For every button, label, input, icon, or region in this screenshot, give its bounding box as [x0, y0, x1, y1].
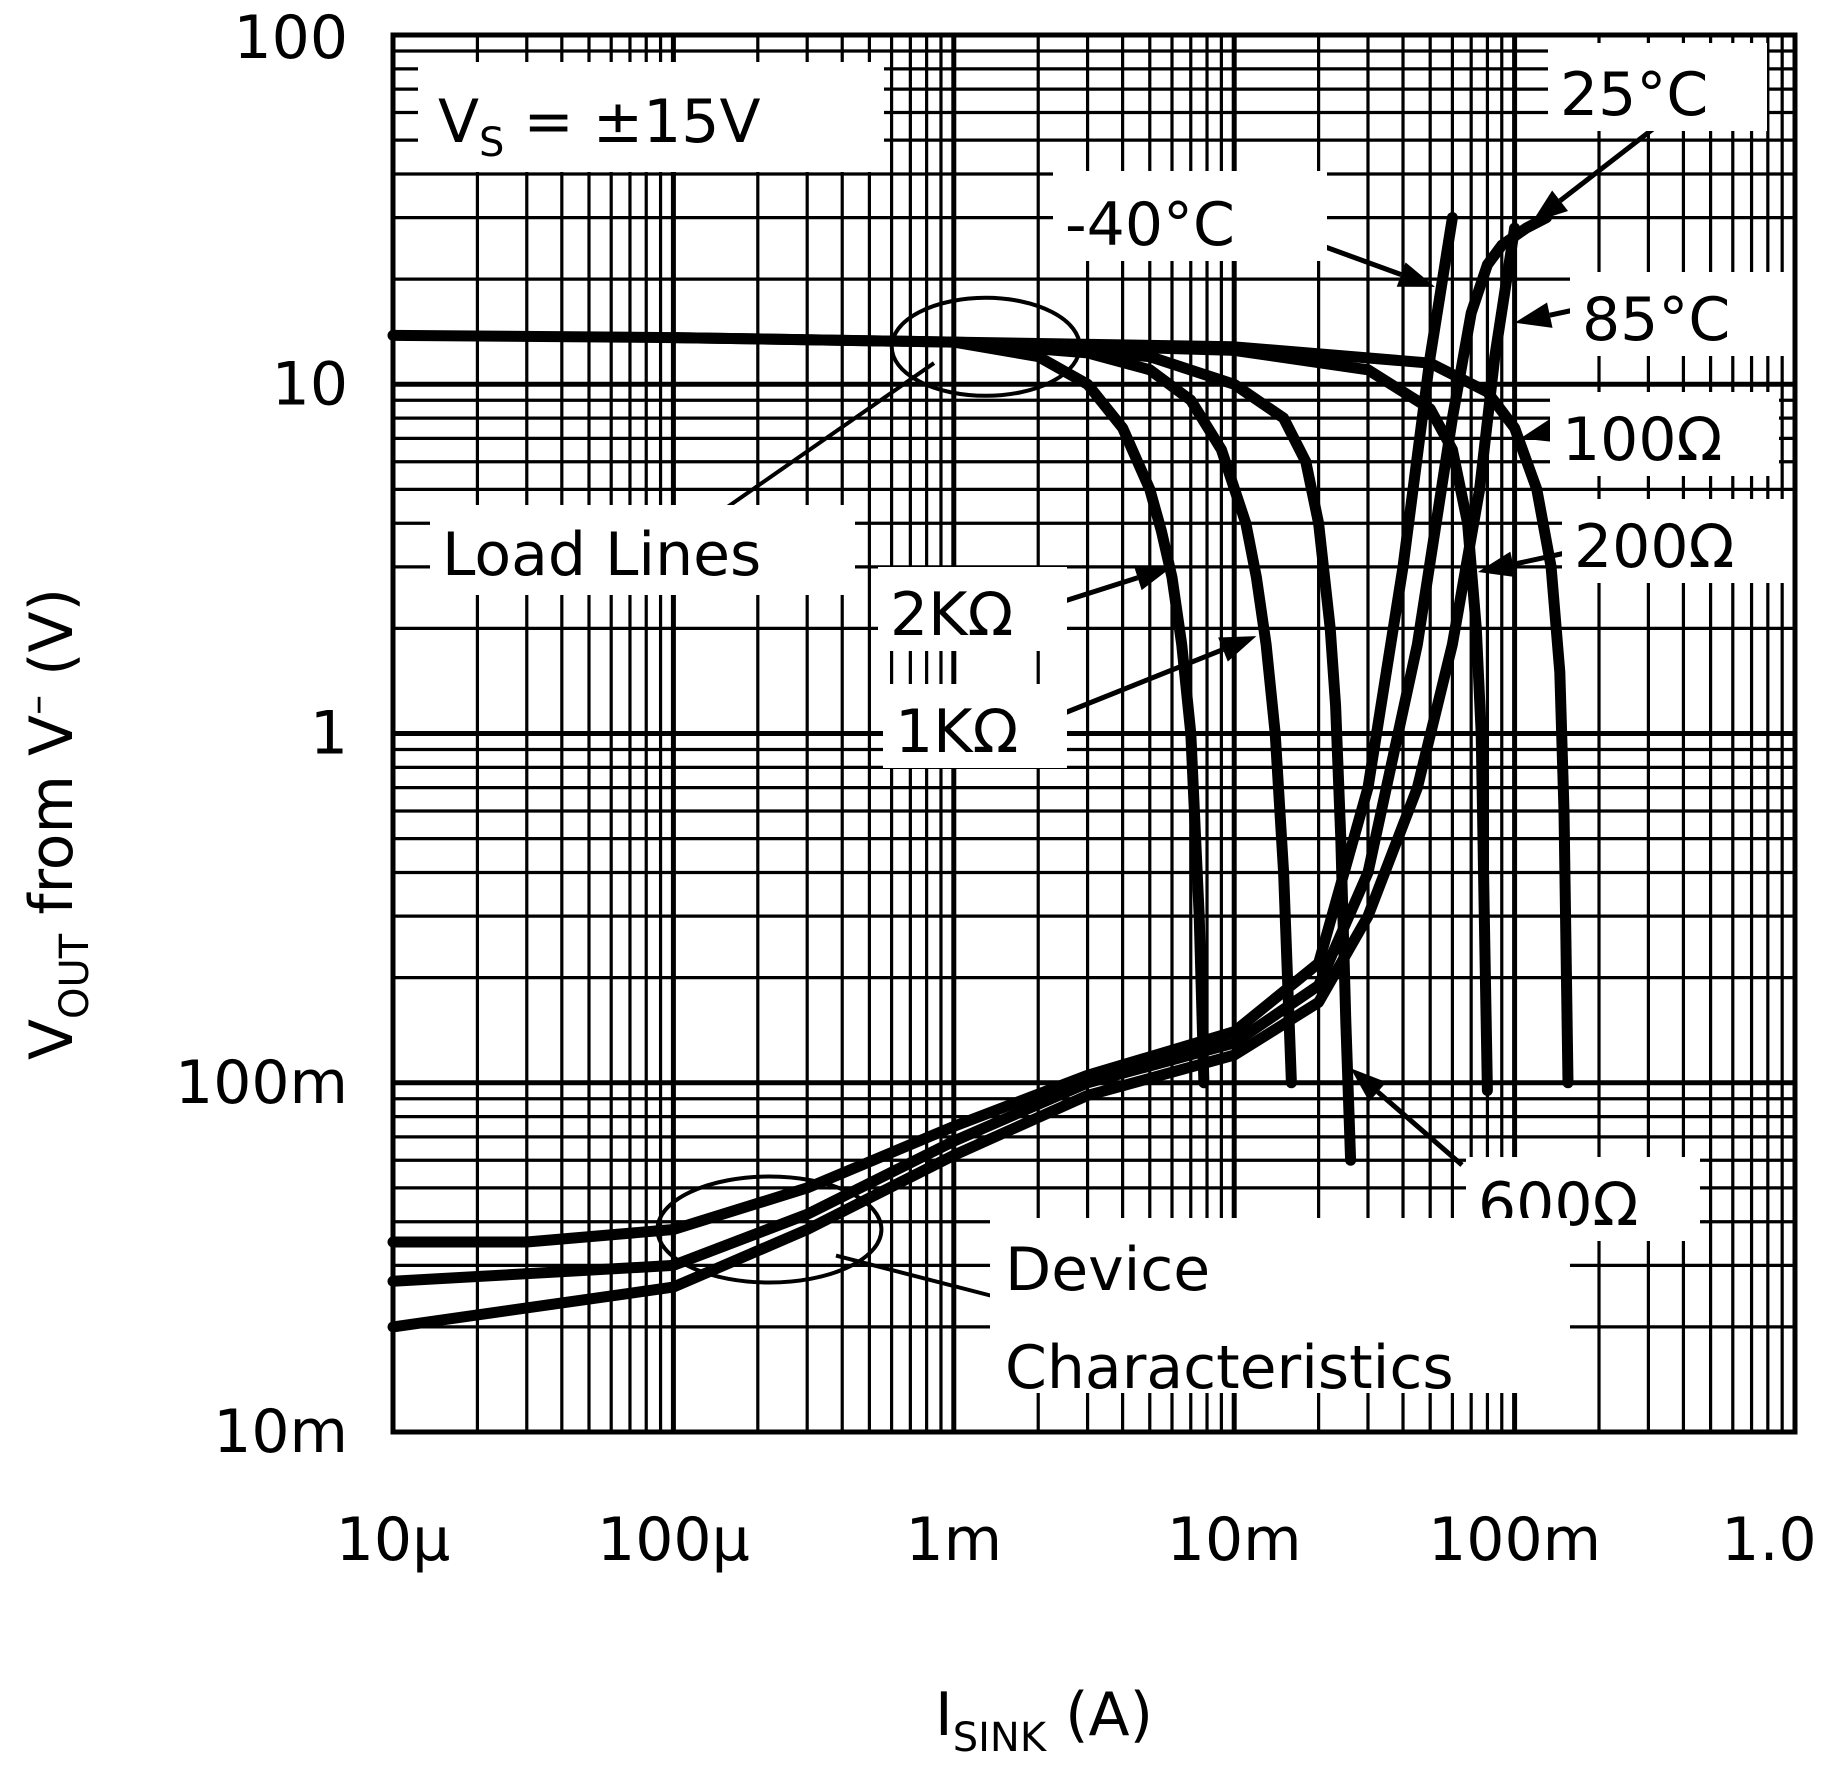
- label-box-85c: [1570, 272, 1794, 356]
- label-box-200: [1562, 499, 1796, 583]
- label-box-40c: [1053, 171, 1327, 261]
- load-lines-box: [430, 505, 855, 595]
- x-tick-label: 10m: [1167, 1505, 1302, 1575]
- arrow-line-200: [1512, 549, 1571, 567]
- device-characteristics-label-line2: Characteristics: [1005, 1333, 1454, 1403]
- series-line-200: [948, 336, 1493, 1096]
- x-tick-label: 10μ: [336, 1505, 451, 1575]
- series-line-600: [948, 336, 1357, 1166]
- arrow-head-100: [1520, 417, 1559, 443]
- label-box-100: [1550, 392, 1779, 476]
- arrow-head-1k: [1218, 636, 1257, 662]
- series-label-40c: -40°C: [1065, 190, 1235, 260]
- load-lines-label: Load Lines: [442, 520, 761, 590]
- arrow-head-25c: [1531, 190, 1569, 223]
- arrow-head-2k: [1133, 565, 1172, 591]
- device-box: [990, 1218, 1570, 1393]
- arrow-line-40c: [1319, 242, 1402, 277]
- x-tick-label: 1m: [905, 1505, 1002, 1575]
- tick-labels: 10μ 100μ 1m 10m 100m 1.0 100 10 1 100m 10m: [175, 3, 1817, 1575]
- curves: [387, 212, 1574, 1333]
- device-characteristics-label-line1: Device: [1005, 1235, 1210, 1305]
- arrow-line-1k: [1051, 647, 1224, 721]
- series-line-40c: [387, 212, 1458, 1248]
- condition-label: VS = ±15V: [438, 87, 761, 166]
- y-tick-label: 10m: [213, 1397, 348, 1467]
- y-axis-title: VOUT from V– (V): [14, 588, 98, 1060]
- y-tick-label: 1: [310, 699, 348, 769]
- arrow-head-85c: [1514, 302, 1553, 328]
- arrow-line-600: [1376, 1090, 1464, 1167]
- condition-box: [418, 62, 884, 172]
- series-label-200: 200Ω: [1574, 512, 1734, 582]
- plot-frame: [390, 32, 1798, 1435]
- device-characteristics-oval: [655, 1174, 884, 1285]
- arrow-line-25c: [1558, 120, 1664, 203]
- arrow-head-200: [1477, 551, 1516, 578]
- label-box-25c: [1548, 43, 1767, 131]
- y-tick-label: 10: [272, 349, 348, 419]
- arrow-head-40c: [1396, 262, 1435, 287]
- label-box-1k: [883, 684, 1067, 768]
- series-line-25c: [387, 212, 1552, 1287]
- y-tick-label: 100m: [175, 1048, 348, 1118]
- label-box-2k: [878, 567, 1067, 651]
- group-ovals: [655, 295, 1082, 1285]
- series-line-100: [948, 336, 1574, 1089]
- arrow-line-85c: [1549, 307, 1575, 318]
- series-label-85c: 85°C: [1582, 285, 1730, 355]
- arrow-head-600: [1350, 1068, 1387, 1102]
- series-label-1k: 1KΩ: [895, 697, 1018, 767]
- series-line-85c: [387, 222, 1521, 1333]
- x-tick-label: 100μ: [597, 1505, 750, 1575]
- load-lines-leader: [724, 361, 936, 510]
- x-axis-title: ISINK (A): [935, 1680, 1153, 1761]
- device-leader: [835, 1253, 1001, 1300]
- series-label-2k: 2KΩ: [890, 580, 1013, 650]
- y-tick-label: 100: [233, 3, 348, 73]
- load-lines-oval: [889, 295, 1082, 398]
- x-tick-label: 100m: [1428, 1505, 1601, 1575]
- x-tick-label: 1.0: [1721, 1505, 1816, 1575]
- series-label-100: 100Ω: [1562, 405, 1722, 475]
- series-label-25c: 25°C: [1560, 60, 1708, 130]
